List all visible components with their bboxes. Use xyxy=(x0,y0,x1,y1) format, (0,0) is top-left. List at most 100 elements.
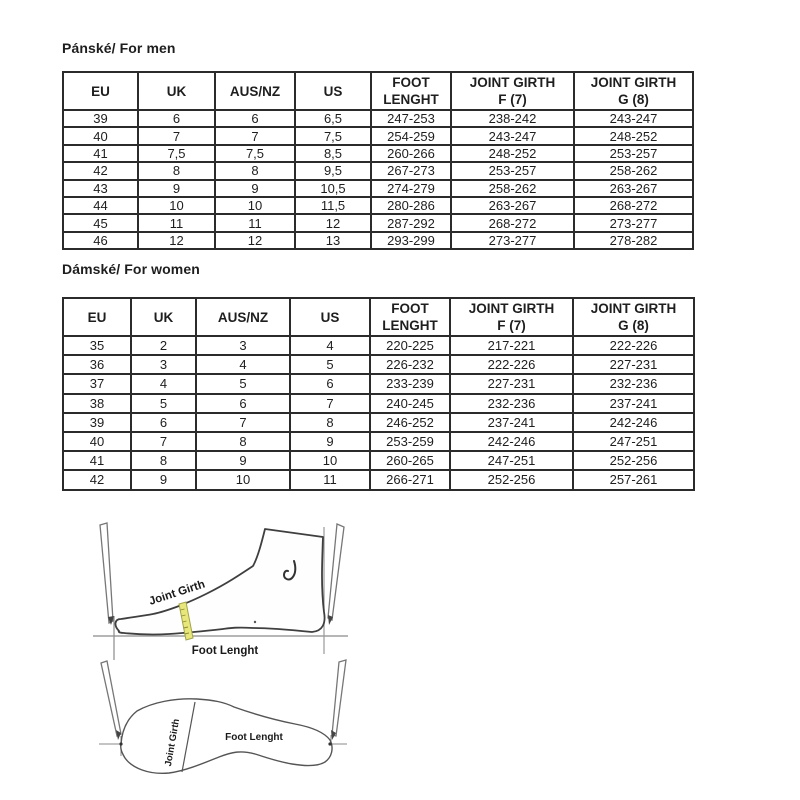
size-cell: 253-259 xyxy=(369,430,451,453)
size-cell: 258-262 xyxy=(573,161,694,181)
size-cell: 2 xyxy=(130,334,197,357)
size-row: 42 9 10 11 266-271 252-256 257-261 xyxy=(62,469,695,491)
size-cell: 6 xyxy=(137,108,216,129)
size-cell: 7 xyxy=(289,392,371,414)
size-cell: 274-279 xyxy=(370,178,452,198)
size-cell: 8 xyxy=(130,450,197,472)
size-row: 40 7 8 9 253-259 242-246 247-251 xyxy=(62,430,695,453)
size-cell: 42 xyxy=(62,469,132,491)
column-header: EU xyxy=(62,297,132,337)
column-header: FOOT LENGHT xyxy=(369,297,451,337)
size-cell: 10,5 xyxy=(294,178,372,198)
size-cell: 240-245 xyxy=(369,392,451,414)
ankle-mark xyxy=(282,560,297,581)
size-cell: 254-259 xyxy=(370,126,452,146)
column-header: AUS/NZ xyxy=(195,297,291,337)
size-row: 43 9 9 10,5 274-279 258-262 263-267 xyxy=(62,178,694,198)
size-cell: 11 xyxy=(289,469,371,491)
size-row: 45 11 11 12 287-292 268-272 273-277 xyxy=(62,213,694,233)
size-cell: 6 xyxy=(130,411,197,433)
size-cell: 287-292 xyxy=(370,213,452,233)
size-cell: 253-257 xyxy=(450,161,575,181)
size-cell: 46 xyxy=(62,230,139,251)
size-cell: 8 xyxy=(214,161,296,181)
men-size-table: EU UK AUS/NZ US FOOT LENGHT JOINT GIRTH F (7) JO… xyxy=(62,71,694,251)
right-stick-tip xyxy=(328,615,333,625)
size-cell: 238-242 xyxy=(450,108,575,129)
column-header: FOOT LENGHT xyxy=(370,71,452,111)
size-cell: 12 xyxy=(294,213,372,233)
size-cell: 258-262 xyxy=(450,178,575,198)
size-cell: 9 xyxy=(289,430,371,453)
size-cell: 268-272 xyxy=(573,195,694,216)
left-stick-tip xyxy=(116,730,121,740)
women-section-title: Dámské/ For women xyxy=(62,261,200,277)
footprint-outline xyxy=(120,698,333,775)
size-cell: 41 xyxy=(62,450,132,472)
size-cell: 273-277 xyxy=(450,230,575,251)
size-cell: 242-246 xyxy=(449,430,574,453)
size-cell: 242-246 xyxy=(572,411,695,433)
left-measuring-stick xyxy=(100,660,122,737)
size-row: 39 6 6 6,5 247-253 238-242 243-247 xyxy=(62,108,694,129)
side-foot-length-label: Foot Lenght xyxy=(192,645,259,657)
column-header: EU xyxy=(62,71,139,111)
women-size-table: EU UK AUS/NZ US FOOT LENGHT JOINT GIRTH F (7) JO… xyxy=(62,297,695,491)
men-section-title: Pánské/ For men xyxy=(62,40,176,56)
size-cell: 39 xyxy=(62,411,132,433)
size-cell: 252-256 xyxy=(449,469,574,491)
size-cell: 222-226 xyxy=(449,354,574,376)
size-cell: 7,5 xyxy=(214,143,296,164)
column-header: JOINT GIRTH G (8) xyxy=(573,71,694,111)
size-row: 41 7,5 7,5 8,5 260-266 248-252 253-257 xyxy=(62,143,694,164)
size-cell: 247-253 xyxy=(370,108,452,129)
size-cell: 293-299 xyxy=(370,230,452,251)
header-row: EU UK AUS/NZ US FOOT LENGHT JOINT GIRTH F (7) JO… xyxy=(62,297,695,337)
column-header: US xyxy=(289,297,371,337)
right-measuring-stick xyxy=(331,659,347,737)
size-cell: 246-252 xyxy=(369,411,451,433)
foot-sole-view-drawing: Joint Girth Foot Lenght xyxy=(99,659,347,775)
size-cell: 263-267 xyxy=(450,195,575,216)
size-cell: 5 xyxy=(289,354,371,376)
size-cell: 43 xyxy=(62,178,139,198)
size-cell: 233-239 xyxy=(369,373,451,395)
foot-sole-view-diagram: Joint Girth Foot Lenght xyxy=(85,658,350,795)
size-row: 35 2 3 4 220-225 217-221 222-226 xyxy=(62,334,695,357)
joint-girth-line xyxy=(181,701,196,773)
size-cell: 266-271 xyxy=(369,469,451,491)
foot-side-view-drawing: Joint Girth Foot Lenght xyxy=(93,522,348,660)
size-cell: 220-225 xyxy=(369,334,451,357)
size-cell: 7,5 xyxy=(137,143,216,164)
column-header: JOINT GIRTH G (8) xyxy=(572,297,695,337)
size-cell: 9 xyxy=(195,450,291,472)
column-header: US xyxy=(294,71,372,111)
size-row: 46 12 12 13 293-299 273-277 278-282 xyxy=(62,230,694,251)
size-cell: 8 xyxy=(289,411,371,433)
size-cell: 6 xyxy=(214,108,296,129)
size-cell: 263-267 xyxy=(573,178,694,198)
size-cell: 248-252 xyxy=(450,143,575,164)
size-cell: 9 xyxy=(130,469,197,491)
girth-tape-ticks xyxy=(180,608,190,635)
size-cell: 260-265 xyxy=(369,450,451,472)
size-cell: 11 xyxy=(137,213,216,233)
size-cell: 232-236 xyxy=(572,373,695,395)
size-cell: 222-226 xyxy=(572,334,695,357)
column-header: JOINT GIRTH F (7) xyxy=(450,71,575,111)
size-row: 40 7 7 7,5 254-259 243-247 248-252 xyxy=(62,126,694,146)
size-cell: 253-257 xyxy=(573,143,694,164)
size-cell: 4 xyxy=(195,354,291,376)
size-cell: 9 xyxy=(214,178,296,198)
size-cell: 237-241 xyxy=(572,392,695,414)
toe-point-dot xyxy=(328,742,332,746)
sole-foot-length-label: Foot Lenght xyxy=(225,732,283,743)
size-cell: 257-261 xyxy=(572,469,695,491)
size-cell: 38 xyxy=(62,392,132,414)
size-cell: 217-221 xyxy=(449,334,574,357)
size-cell: 7 xyxy=(214,126,296,146)
size-cell: 11 xyxy=(214,213,296,233)
size-cell: 42 xyxy=(62,161,139,181)
heel-point-dot xyxy=(119,742,123,746)
